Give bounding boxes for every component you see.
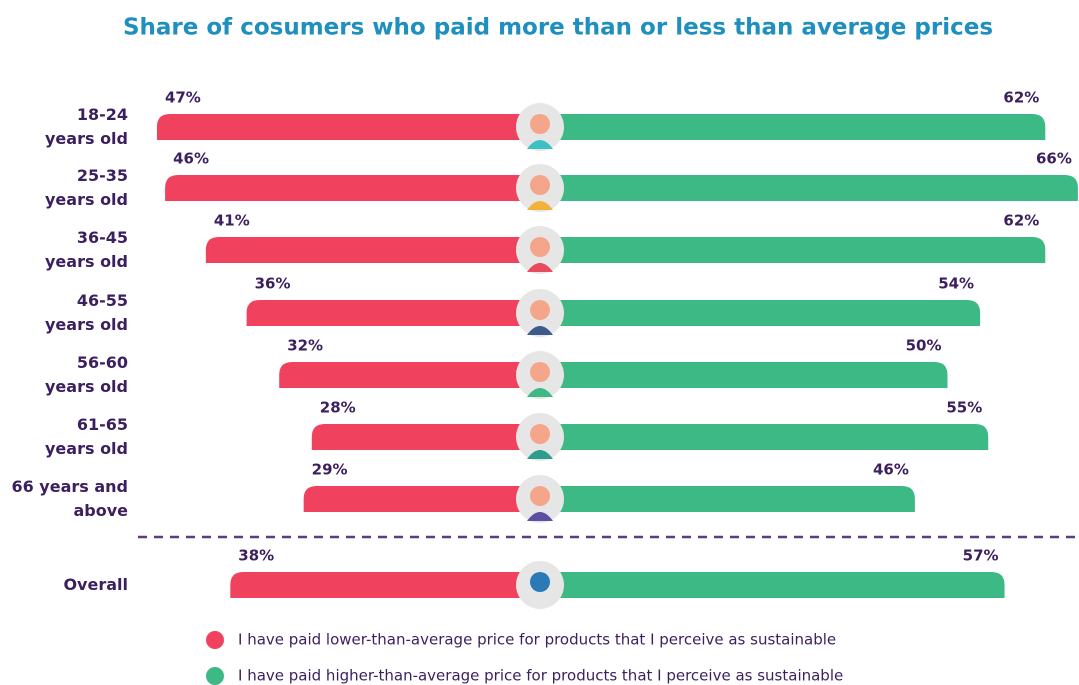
category-label: 61-65 years old [45, 415, 128, 458]
value-label: 28% [320, 399, 356, 417]
avatar-face [530, 175, 550, 195]
value-label: 55% [946, 399, 982, 417]
avatar-body [527, 201, 553, 210]
bar [540, 572, 1005, 598]
bar [303, 486, 540, 512]
avatar-face [530, 572, 550, 592]
bar [165, 175, 540, 201]
legend-label: I have paid higher-than-average price fo… [238, 667, 843, 685]
category-label: Overall [63, 575, 128, 594]
bar [540, 486, 915, 512]
value-label: 46% [173, 150, 209, 168]
value-label: 66% [1036, 150, 1072, 168]
category-label: 25-35 years old [45, 166, 128, 209]
value-label: 54% [938, 275, 974, 293]
avatar-body [527, 388, 553, 397]
value-label: 62% [1003, 89, 1039, 107]
bar [246, 300, 540, 326]
avatar-body [527, 326, 553, 335]
legend-swatch [206, 667, 224, 685]
bar [540, 175, 1078, 201]
avatar-face [530, 486, 550, 506]
category-label: 66 years and above [11, 477, 128, 520]
value-label: 50% [906, 337, 942, 355]
bar [230, 572, 541, 598]
value-label: 57% [963, 547, 999, 565]
avatar-body [527, 512, 553, 521]
value-label: 32% [287, 337, 323, 355]
avatar-body [527, 140, 553, 149]
avatar-face [530, 114, 550, 134]
avatar-body [527, 263, 553, 272]
avatar-face [530, 424, 550, 444]
avatar-face [530, 362, 550, 382]
bar [540, 114, 1046, 140]
bar [540, 237, 1046, 263]
bar [156, 114, 540, 140]
bar [540, 424, 989, 450]
avatar-body [527, 450, 553, 459]
value-label: 38% [238, 547, 274, 565]
bar [540, 300, 981, 326]
avatar-face [530, 237, 550, 257]
value-label: 62% [1003, 212, 1039, 230]
value-label: 36% [255, 275, 291, 293]
value-label: 41% [214, 212, 250, 230]
legend-label: I have paid lower-than-average price for… [238, 631, 836, 649]
category-label: 36-45 years old [45, 228, 128, 271]
legend-swatch [206, 631, 224, 649]
value-label: 47% [165, 89, 201, 107]
bar [279, 362, 540, 388]
category-label: 18-24 years old [45, 105, 128, 148]
category-label: 56-60 years old [45, 353, 128, 396]
bar [205, 237, 540, 263]
value-label: 29% [312, 461, 348, 479]
bar [540, 362, 948, 388]
avatar-face [530, 300, 550, 320]
value-label: 46% [873, 461, 909, 479]
bar [311, 424, 540, 450]
chart-title: Share of cosumers who paid more than or … [123, 15, 993, 41]
category-label: 46-55 years old [45, 291, 128, 334]
